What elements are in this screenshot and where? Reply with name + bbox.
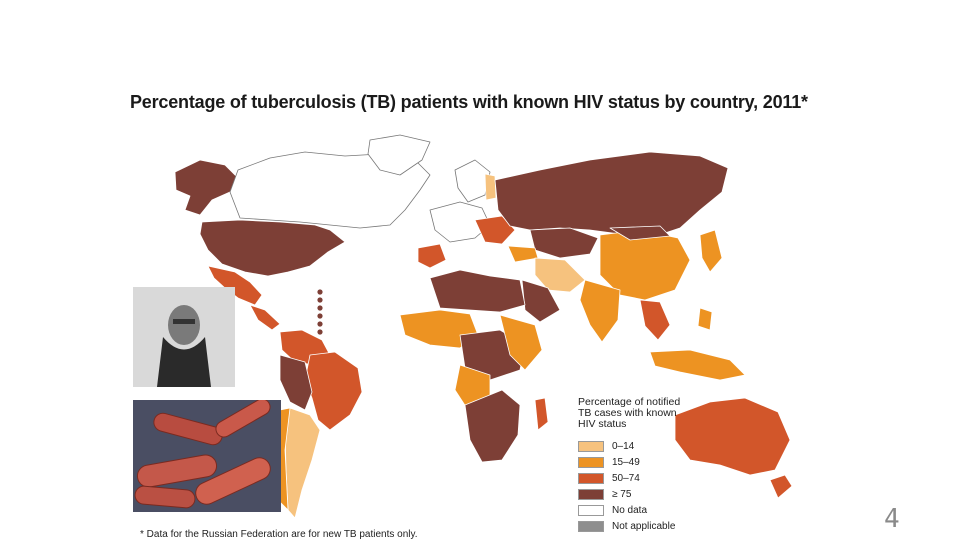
page-number: 4 bbox=[884, 504, 900, 534]
region-argentina bbox=[284, 407, 321, 519]
region-greenland bbox=[367, 134, 431, 176]
region-peru-bolivia bbox=[279, 354, 313, 411]
legend-item: 15–49 bbox=[578, 454, 718, 470]
legend-item: ≥ 75 bbox=[578, 486, 718, 502]
legend-label: No data bbox=[612, 504, 648, 516]
region-middle-east bbox=[534, 257, 586, 293]
region-southern-africa bbox=[464, 389, 521, 463]
legend-item: No data bbox=[578, 502, 718, 518]
legend-swatch bbox=[578, 488, 604, 500]
region-kazakhstan bbox=[529, 227, 599, 259]
legend-item: Not applicable bbox=[578, 518, 718, 534]
region-eastern-europe bbox=[474, 215, 516, 245]
legend-swatch bbox=[578, 504, 604, 516]
world-map bbox=[174, 134, 793, 519]
legend: Percentage of notified TB cases with kno… bbox=[578, 397, 718, 534]
region-alaska bbox=[174, 159, 239, 216]
legend-swatch bbox=[578, 456, 604, 468]
region-mongolia bbox=[609, 225, 671, 241]
region-usa bbox=[199, 219, 346, 277]
region-canada bbox=[229, 151, 431, 229]
legend-swatch bbox=[578, 472, 604, 484]
region-central-america bbox=[249, 304, 281, 331]
legend-swatch bbox=[578, 440, 604, 452]
bacteria-microscopy-image bbox=[133, 398, 281, 512]
legend-label: ≥ 75 bbox=[612, 488, 632, 500]
region-madagascar bbox=[534, 397, 549, 431]
region-new-zealand bbox=[769, 474, 793, 499]
legend-label: 50–74 bbox=[612, 472, 640, 484]
legend-swatch bbox=[578, 520, 604, 532]
legend-label: 0–14 bbox=[612, 440, 635, 452]
region-brazil bbox=[304, 351, 363, 431]
legend-title: Percentage of notified TB cases with kno… bbox=[578, 396, 681, 430]
region-indonesia bbox=[649, 349, 746, 381]
region-finland bbox=[484, 173, 497, 201]
legend-item: 0–14 bbox=[578, 438, 718, 454]
region-mexico bbox=[207, 265, 263, 306]
legend-label: 15–49 bbox=[612, 456, 640, 468]
region-north-africa bbox=[429, 269, 526, 313]
region-turkey bbox=[507, 245, 539, 263]
legend-item: 50–74 bbox=[578, 470, 718, 486]
region-philippines bbox=[697, 307, 713, 331]
region-japan-korea bbox=[699, 229, 723, 273]
region-russia bbox=[494, 151, 729, 239]
map-title: Percentage of tuberculosis (TB) patients… bbox=[130, 92, 808, 112]
legend-label: Not applicable bbox=[612, 520, 676, 532]
region-australia bbox=[674, 397, 791, 476]
region-iberia bbox=[417, 243, 447, 269]
region-india bbox=[579, 279, 621, 343]
portrait-photo bbox=[133, 287, 235, 387]
region-east-africa bbox=[499, 314, 543, 371]
region-scandinavia bbox=[454, 159, 491, 203]
region-southeast-asia bbox=[639, 299, 671, 341]
footnote: * Data for the Russian Federation are fo… bbox=[140, 529, 418, 540]
